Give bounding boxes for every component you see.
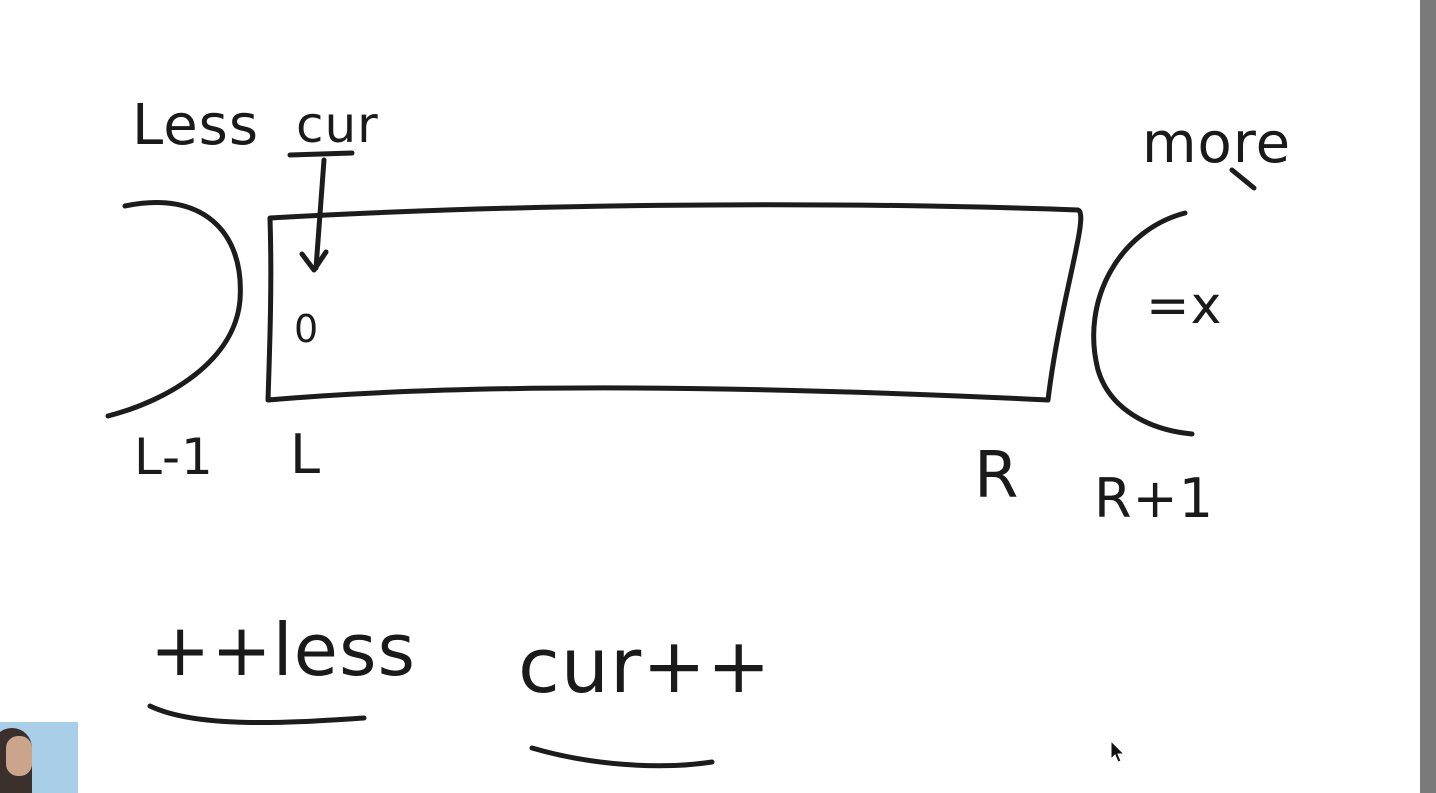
label-equals-x: =x [1146, 276, 1223, 336]
cur-increment-underline [529, 745, 715, 769]
less-region-arc [105, 200, 243, 419]
label-zero: 0 [294, 307, 320, 351]
webcam-thumbnail [0, 722, 78, 793]
webcam-person-face [6, 736, 32, 776]
label-r: R [974, 439, 1020, 513]
cur-pointer-arrow [313, 157, 327, 271]
more-tail [1229, 167, 1257, 191]
label-cur-plus-plus: cur++ [518, 621, 772, 710]
cur-underline [287, 150, 355, 158]
more-region-arc [1091, 210, 1195, 437]
mouse-pointer-icon [1110, 740, 1126, 763]
label-l-minus-1: L-1 [134, 428, 214, 486]
window-edge-bar [1420, 0, 1436, 793]
cur-arrow-head [299, 249, 329, 273]
label-less: Less [132, 93, 260, 158]
label-l: L [290, 423, 322, 486]
array-segment-box [265, 202, 1084, 403]
label-cur-pointer: cur [296, 96, 379, 154]
label-more: more [1142, 111, 1292, 176]
label-plus-plus-less: ++less [150, 608, 416, 692]
less-increment-underline [147, 703, 367, 726]
label-r-plus-1: R+1 [1094, 467, 1215, 530]
